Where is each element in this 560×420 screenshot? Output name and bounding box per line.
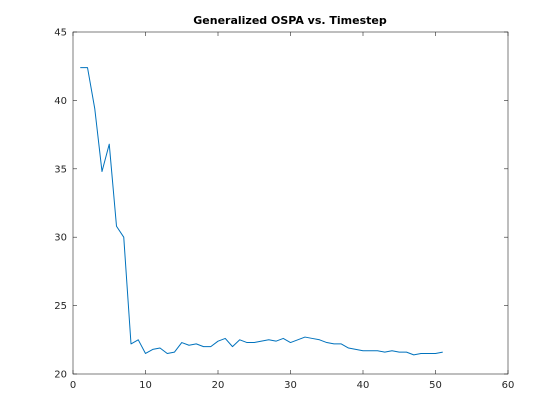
x-tick-label: 50 [429, 380, 442, 391]
x-tick-label: 0 [70, 380, 76, 391]
x-tick-label: 30 [284, 380, 297, 391]
chart-title: Generalized OSPA vs. Timestep [193, 14, 387, 27]
x-tick-label: 60 [502, 380, 515, 391]
y-tick-label: 30 [54, 233, 67, 244]
y-tick-label: 20 [54, 370, 67, 381]
plot-area: 0 10 20 30 40 50 60 20 25 30 35 40 45 [54, 28, 514, 392]
series-line [80, 67, 443, 356]
x-axis: 0 10 20 30 40 50 60 [70, 32, 515, 391]
y-tick-label: 25 [54, 301, 67, 312]
series-group [80, 67, 443, 356]
y-tick-label: 40 [54, 96, 67, 107]
x-tick-label: 10 [139, 380, 152, 391]
x-tick-label: 40 [357, 380, 370, 391]
y-axis: 20 25 30 35 40 45 [54, 28, 508, 381]
y-tick-label: 45 [54, 28, 67, 39]
axes-box [72, 31, 509, 375]
x-tick-label: 20 [212, 380, 225, 391]
y-tick-label: 35 [54, 164, 67, 175]
